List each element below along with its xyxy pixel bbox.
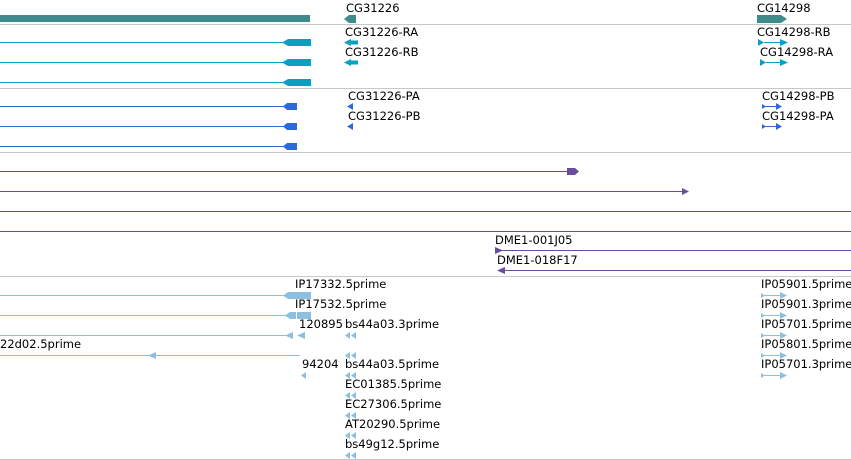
clone-arrow[interactable]: [682, 188, 689, 195]
est-label: bs49g12.5prime: [345, 437, 440, 451]
est-label: 120895: [299, 317, 343, 331]
est-arrow-pair[interactable]: [345, 372, 357, 379]
clone-line[interactable]: [0, 191, 684, 192]
protein-line: [0, 106, 288, 107]
est-label: IP05801.5prime: [761, 337, 851, 351]
transcript-label: CG31226-RB: [345, 45, 419, 59]
clone-line[interactable]: [0, 231, 851, 232]
est-label: AT20290.5prime: [345, 417, 441, 431]
protein-block[interactable]: [283, 143, 297, 150]
est-label: 22d02.5prime: [0, 337, 82, 351]
transcript-arrow[interactable]: [760, 59, 788, 66]
protein-block[interactable]: [283, 123, 297, 130]
est-label: IP05901.3prime: [761, 297, 851, 311]
clone-line[interactable]: [504, 270, 851, 271]
transcript-label: CG14298-RA: [760, 45, 834, 59]
transcript-label: CG14298-RB: [757, 25, 831, 39]
est-label: IP05701.5prime: [761, 317, 851, 331]
transcript-exon[interactable]: [282, 39, 311, 46]
est-arrow-pair[interactable]: [345, 452, 357, 459]
track-separator: [0, 24, 851, 25]
clone-label: DME1-018F17: [497, 253, 578, 267]
est-line: [0, 335, 290, 336]
protein-track: CG31226-PA CG31226-PB CG14298-PB CG14298…: [0, 89, 851, 152]
transcript-label: CG31226-RA: [345, 25, 419, 39]
track-separator: [0, 88, 851, 89]
est-arrow-pair[interactable]: [345, 412, 357, 419]
est-arrow[interactable]: [761, 312, 787, 319]
est-label: EC01385.5prime: [345, 377, 442, 391]
est-arrow[interactable]: [761, 352, 787, 359]
transcript-track: CG31226-RA CG31226-RB CG14298-RB CG14298…: [0, 25, 851, 88]
gene-feature-arrow[interactable]: [757, 15, 787, 23]
protein-label: CG31226-PA: [348, 89, 420, 103]
gene-label-cg31226: CG31226: [346, 1, 400, 15]
est-arrow-pair[interactable]: [345, 352, 357, 359]
est-label: EC27306.5prime: [345, 397, 442, 411]
clone-line[interactable]: [0, 211, 851, 212]
gene-track: CG31226 CG14298: [0, 0, 851, 24]
est-label: 94204: [302, 357, 339, 371]
est-arrow[interactable]: [761, 372, 787, 379]
protein-arrow[interactable]: [347, 123, 353, 130]
est-arrow[interactable]: [297, 332, 305, 339]
gene-feature[interactable]: [0, 15, 310, 22]
transcript-arrow[interactable]: [344, 59, 358, 66]
protein-block[interactable]: [283, 103, 297, 110]
est-arrow[interactable]: [148, 352, 156, 359]
clone-start-arrow[interactable]: [497, 267, 505, 274]
est-label: IP17332.5prime: [295, 277, 387, 291]
protein-label: CG14298-PA: [762, 109, 834, 123]
est-label: IP05901.5prime: [761, 277, 851, 291]
clone-line[interactable]: [0, 171, 572, 172]
clone-arrow[interactable]: [567, 168, 579, 175]
est-line: [0, 315, 290, 316]
est-arrow[interactable]: [761, 332, 787, 339]
transcript-exon[interactable]: [282, 79, 311, 86]
protein-arrow[interactable]: [762, 103, 782, 110]
clone-label: DME1-001J05: [495, 233, 573, 247]
transcript-intron-line: [0, 42, 290, 43]
transcript-arrow[interactable]: [758, 39, 788, 46]
est-block[interactable]: [285, 312, 311, 319]
est-arrow[interactable]: [301, 372, 306, 379]
est-arrow-pair[interactable]: [345, 392, 357, 399]
clone-line[interactable]: [501, 250, 851, 251]
transcript-intron-line: [0, 82, 290, 83]
gene-label-cg14298: CG14298: [757, 1, 811, 15]
est-line: [0, 295, 290, 296]
track-separator: [0, 276, 851, 277]
transcript-intron-line: [0, 62, 290, 63]
protein-label: CG31226-PB: [348, 109, 421, 123]
est-label: bs44a03.5prime: [345, 357, 440, 371]
est-label: IP17532.5prime: [295, 297, 387, 311]
transcript-exon[interactable]: [282, 59, 311, 66]
clone-start-arrow[interactable]: [495, 247, 503, 254]
protein-arrow[interactable]: [762, 123, 782, 130]
clone-track: DME1-001J05 DME1-018F17: [0, 153, 851, 276]
est-track: IP17332.5prime IP17532.5prime 120895 bs4…: [0, 277, 851, 460]
est-arrow[interactable]: [761, 292, 787, 299]
est-arrow-pair[interactable]: [345, 332, 357, 339]
est-label: bs44a03.3prime: [345, 317, 440, 331]
protein-arrow[interactable]: [347, 103, 353, 110]
est-arrow-pair[interactable]: [345, 432, 357, 439]
gene-feature-arrow[interactable]: [344, 15, 356, 23]
protein-line: [0, 146, 288, 147]
est-label: IP05701.3prime: [761, 357, 851, 371]
protein-label: CG14298-PB: [762, 89, 835, 103]
transcript-arrow[interactable]: [344, 39, 358, 46]
track-separator: [0, 152, 851, 153]
est-block[interactable]: [283, 292, 311, 299]
protein-line: [0, 126, 288, 127]
